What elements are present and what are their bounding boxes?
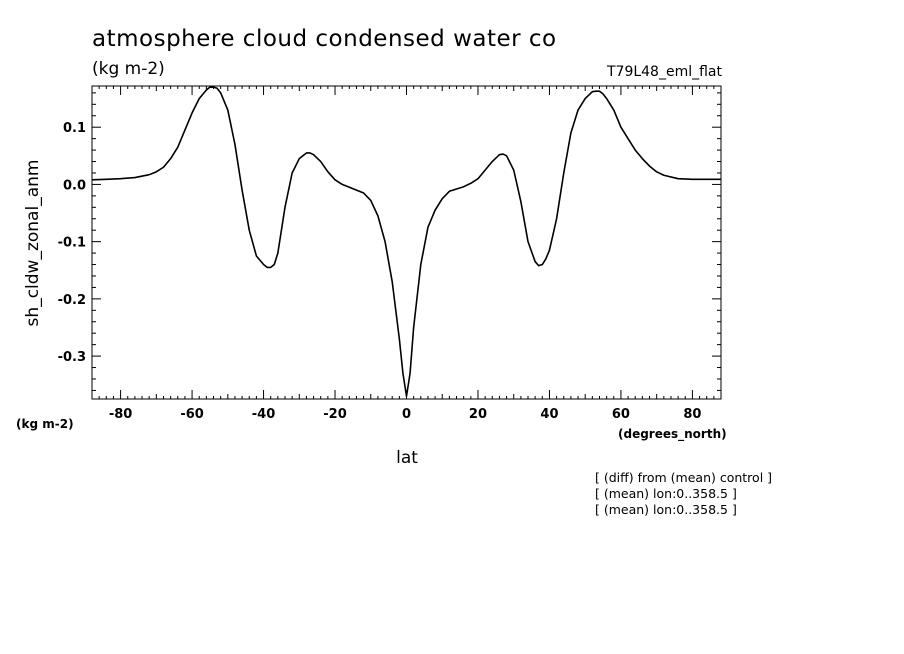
x-tick-label: 40 [540, 407, 558, 422]
x-tick-label: -40 [252, 407, 276, 422]
x-tick-label: 20 [469, 407, 487, 422]
x-axis-unit: (degrees_north) [618, 427, 727, 442]
x-tick-label: -80 [109, 407, 133, 422]
chart-subtitle: (kg m-2) [92, 59, 165, 79]
x-tick-label: 80 [683, 407, 701, 422]
y-tick-label: 0.1 [63, 121, 86, 136]
note-line-3: [ (mean) lon:0..358.5 ] [595, 502, 737, 517]
x-axis-label: lat [396, 448, 418, 468]
x-tick-label: 0 [402, 407, 411, 422]
note-line-2: [ (mean) lon:0..358.5 ] [595, 486, 737, 501]
x-tick-label: 60 [612, 407, 630, 422]
case-label: T79L48_eml_flat [606, 64, 723, 80]
data-series-line [92, 86, 721, 397]
y-axis-unit: (kg m-2) [16, 417, 74, 431]
y-tick-label: -0.2 [58, 293, 86, 308]
x-tick-label: -60 [180, 407, 204, 422]
y-tick-label: -0.3 [58, 350, 86, 365]
x-tick-label: -20 [323, 407, 347, 422]
y-tick-label: -0.1 [58, 236, 86, 251]
y-tick-label: 0.0 [63, 178, 86, 193]
plot-frame [91, 85, 722, 400]
note-line-1: [ (diff) from (mean) control ] [595, 470, 772, 485]
chart-title: atmosphere cloud condensed water co [92, 26, 557, 52]
plot-area: -80 -60 -40 -20 0 20 40 60 80 0.1 0.0 -0.1 -0.2 -0.3 [58, 85, 722, 422]
y-axis-label: sh_cldw_zonal_anm [23, 160, 43, 327]
